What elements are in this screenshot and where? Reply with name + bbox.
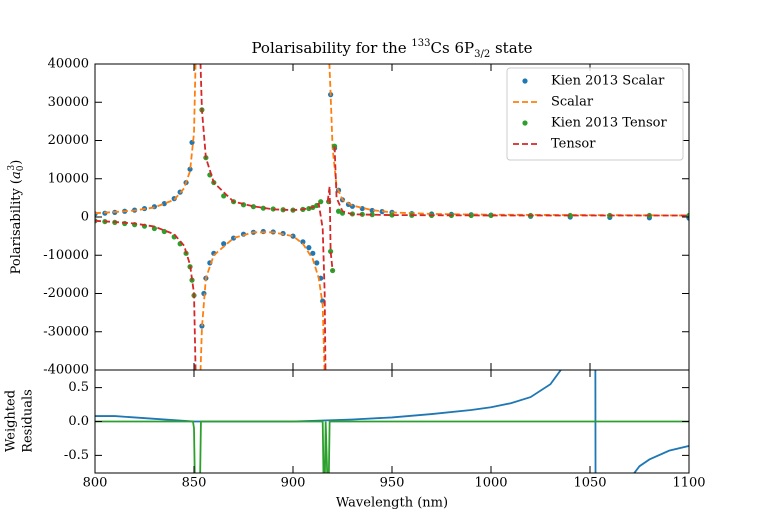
legend-label: Tensor	[551, 137, 596, 152]
data-point	[369, 207, 375, 214]
y-tick-label: 10000	[48, 171, 89, 186]
y-tick-label: 0.0	[68, 414, 89, 429]
plot-area	[95, 370, 689, 473]
x-tick-label: 1000	[474, 476, 507, 491]
y-axis-label: Residuals	[21, 389, 36, 453]
data-point	[314, 260, 320, 266]
label-text: Polarisability (	[9, 179, 24, 274]
y-tick-label: 0.5	[68, 380, 89, 395]
data-point	[389, 212, 395, 218]
data-point	[488, 212, 494, 219]
data-point	[335, 208, 342, 214]
plot-area	[95, 64, 689, 370]
chart-title: Polarisability for the 133Cs 6P3/2 state	[251, 38, 532, 60]
data-line	[95, 64, 689, 370]
data-point	[310, 250, 316, 256]
title-text: state	[490, 39, 532, 57]
legend-label: Kien 2013 Scalar	[551, 74, 665, 89]
title-text: Polarisability for the	[251, 39, 411, 57]
x-tick-label: 1100	[672, 476, 705, 491]
legend-label: Kien 2013 Tensor	[551, 116, 668, 131]
y-axis-label: Weighted	[4, 390, 19, 452]
data-point	[567, 212, 573, 219]
y-tick-label: 30000	[48, 95, 89, 110]
y-axis-label: Polarisability (a03)	[7, 160, 26, 275]
legend-marker	[522, 78, 528, 84]
x-axis-label: Wavelength (nm)	[336, 496, 448, 511]
title-subscript: 3/2	[474, 49, 490, 60]
data-point	[306, 245, 312, 251]
data-point	[221, 193, 227, 199]
label-text: )	[9, 160, 24, 165]
data-line	[95, 370, 689, 473]
legend-box	[506, 67, 684, 161]
title-text: Cs 6P	[431, 39, 475, 57]
data-point	[290, 233, 296, 239]
legend-marker	[522, 120, 528, 126]
y-tick-label: 0	[81, 210, 89, 225]
legend-label: Scalar	[551, 95, 594, 110]
x-tick-label: 900	[281, 476, 306, 491]
y-tick-label: 40000	[48, 57, 89, 72]
y-tick-label: -10000	[43, 248, 89, 263]
y-tick-label: 20000	[48, 133, 89, 148]
data-point	[369, 212, 375, 218]
label-subscript: 0	[16, 165, 26, 171]
y-tick-label: -40000	[43, 363, 89, 378]
data-point	[300, 239, 306, 245]
x-tick-label: 950	[380, 476, 405, 491]
y-tick-label: -30000	[43, 324, 89, 339]
data-point	[328, 248, 334, 255]
data-point	[260, 205, 266, 211]
data-point	[187, 166, 193, 172]
data-line	[95, 420, 689, 473]
title-superscript: 133	[411, 38, 430, 49]
data-line	[95, 64, 689, 370]
x-tick-label: 850	[182, 476, 207, 491]
label-text: a	[9, 171, 24, 179]
x-tick-label: 1050	[573, 476, 606, 491]
x-tick-label: 800	[83, 476, 108, 491]
data-point	[161, 228, 167, 235]
data-point	[331, 143, 338, 149]
data-point	[221, 241, 227, 247]
y-tick-label: -0.5	[64, 448, 89, 463]
data-point	[468, 212, 474, 219]
y-tick-label: -20000	[43, 286, 89, 301]
label-superscript: 3	[7, 164, 17, 170]
